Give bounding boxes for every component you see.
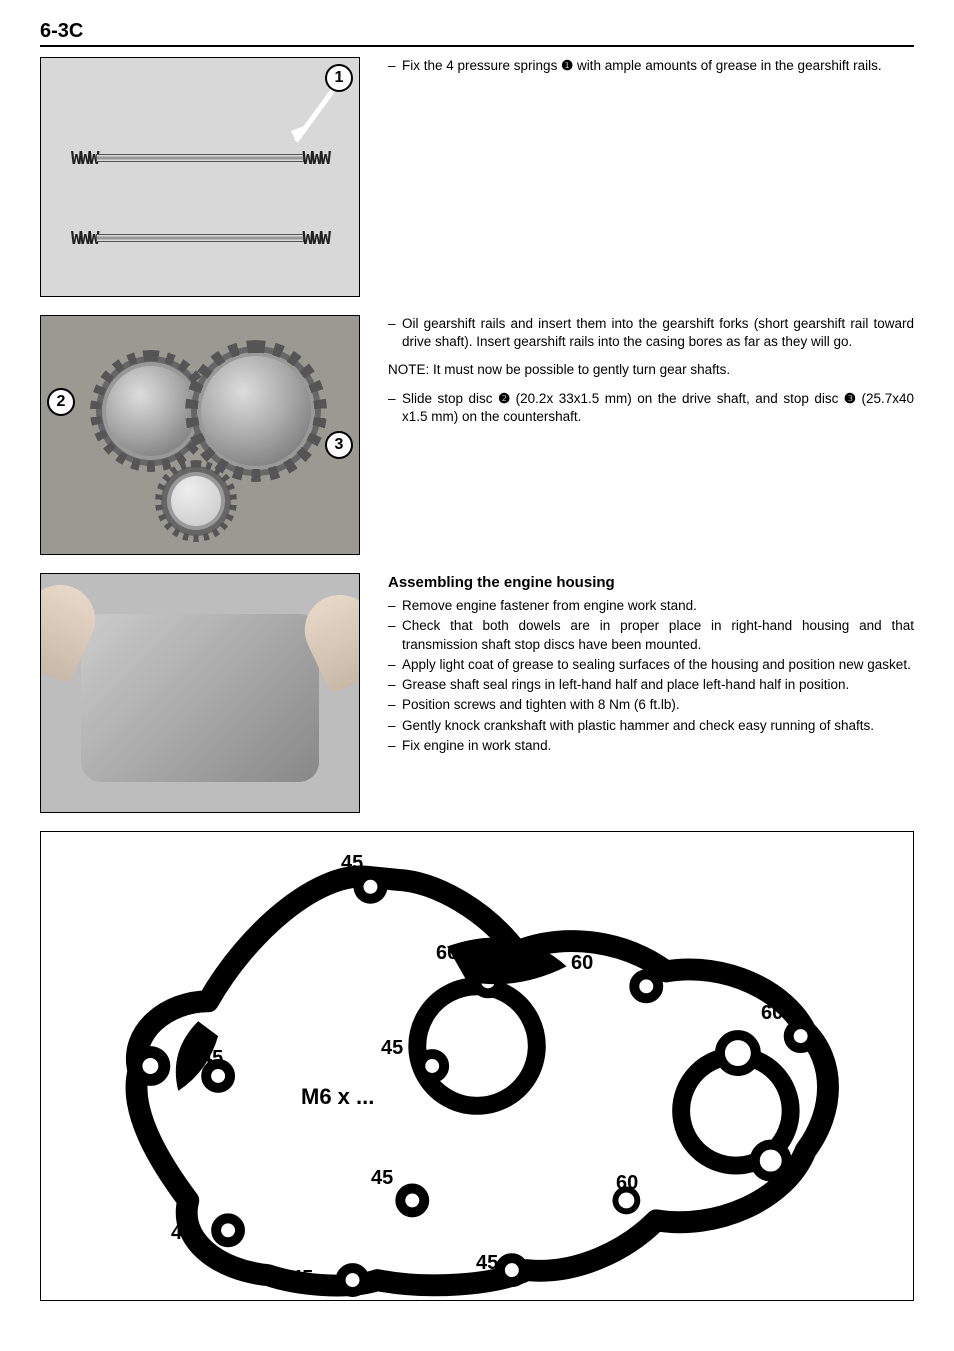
row-springs: WWW WWW WWW WWW 1 – Fix the 4 pressure s…	[40, 57, 914, 297]
bolt-length-label: 45	[291, 1267, 313, 1290]
text-section-3: Assembling the engine housing –Remove en…	[388, 573, 914, 813]
figure-gears: 2 3	[40, 315, 360, 555]
dash-bullet: –	[388, 717, 402, 735]
instr-text: Oil gearshift rails and insert them into…	[402, 315, 914, 351]
page-header: 6-3C	[40, 20, 914, 47]
dash-bullet: –	[388, 57, 402, 75]
bolt-length-label: 60	[616, 1172, 638, 1195]
instr-text: Position screws and tighten with 8 Nm (6…	[402, 696, 914, 714]
ref-3-icon: ❸	[844, 390, 856, 408]
spring-coil-icon: WWW	[71, 228, 98, 249]
instr-text: Gently knock crankshaft with plastic ham…	[402, 717, 914, 735]
dash-bullet: –	[388, 597, 402, 615]
bolt-length-label: 45	[371, 1167, 393, 1190]
instr-text: Check that both dowels are in proper pla…	[402, 617, 914, 653]
bolt-length-label: 60	[761, 1002, 783, 1025]
text: (20.2x 33x1.5 mm) on the drive shaft, an…	[510, 391, 844, 406]
gearshift-rail	[96, 234, 305, 242]
instr-text: Apply light coat of grease to sealing su…	[402, 656, 914, 674]
instr-text: Fix engine in work stand.	[402, 737, 914, 755]
instr-text: Grease shaft seal rings in left-hand hal…	[402, 676, 914, 694]
row-housing: Assembling the engine housing –Remove en…	[40, 573, 914, 813]
dash-bullet: –	[388, 676, 402, 694]
gear-small-icon	[161, 466, 231, 536]
dash-bullet: –	[388, 617, 402, 653]
ref-2-icon: ❷	[498, 390, 510, 408]
instr-text: Slide stop disc ❷ (20.2x 33x1.5 mm) on t…	[402, 390, 914, 426]
bolt-length-label: 60	[436, 942, 458, 965]
instr-text: Remove engine fastener from engine work …	[402, 597, 914, 615]
callout-2: 2	[47, 388, 75, 416]
text: Slide stop disc	[402, 391, 498, 406]
bolt-length-label: 45	[171, 1222, 193, 1245]
gasket-bolt-diagram: M6 x ... 45 60 60 60 45 45 45 60 45 45 45	[40, 831, 914, 1301]
text-section-2: – Oil gearshift rails and insert them in…	[388, 315, 914, 555]
instr-text: Fix the 4 pressure springs ❶ with ample …	[402, 57, 914, 75]
bolt-length-label: 60	[571, 952, 593, 975]
bolt-length-label: 45	[201, 1047, 223, 1070]
figure-springs: WWW WWW WWW WWW 1	[40, 57, 360, 297]
bolt-length-label: 45	[381, 1037, 403, 1060]
figure-housing	[40, 573, 360, 813]
m6-label: M6 x ...	[301, 1084, 374, 1110]
dash-bullet: –	[388, 656, 402, 674]
gear-icon	[191, 346, 321, 476]
text: with ample amounts of grease in the gear…	[573, 58, 881, 73]
callout-3: 3	[325, 431, 353, 459]
dash-bullet: –	[388, 390, 402, 426]
ref-1-icon: ❶	[561, 57, 573, 75]
callout-1: 1	[325, 64, 353, 92]
spring-coil-icon: WWW	[302, 228, 329, 249]
gearshift-rail	[96, 154, 305, 162]
bolt-length-label: 45	[341, 852, 363, 875]
dash-bullet: –	[388, 315, 402, 351]
spring-coil-icon: WWW	[71, 148, 98, 169]
section-title: Assembling the engine housing	[388, 573, 914, 593]
note-text: NOTE: It must now be possible to gently …	[388, 361, 914, 379]
row-gears: 2 3 – Oil gearshift rails and insert the…	[40, 315, 914, 555]
dash-bullet: –	[388, 696, 402, 714]
text-section-1: – Fix the 4 pressure springs ❶ with ampl…	[388, 57, 914, 297]
bolt-length-label: 45	[476, 1252, 498, 1275]
dash-bullet: –	[388, 737, 402, 755]
engine-case-icon	[81, 614, 319, 782]
text: Fix the 4 pressure springs	[402, 58, 561, 73]
